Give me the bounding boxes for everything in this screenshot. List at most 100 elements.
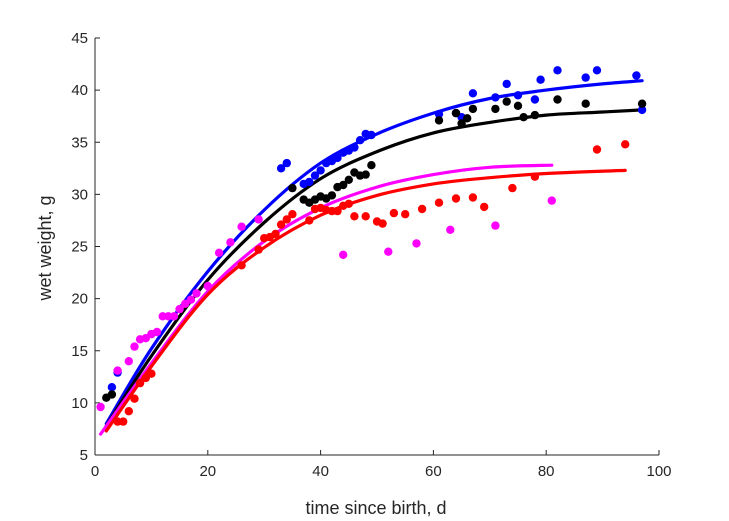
y-tick-label: 45 [71, 30, 88, 47]
series-blue-point [310, 171, 320, 180]
y-tick-label: 20 [71, 291, 88, 308]
series-red-point [271, 229, 280, 239]
series-blue-point [513, 91, 523, 100]
y-tick-label: 5 [80, 447, 88, 464]
series-blue-point [107, 383, 117, 392]
x-tick-label: 0 [91, 463, 99, 480]
y-tick-label: 30 [71, 186, 88, 203]
series-magenta-point [254, 215, 263, 224]
series-magenta-point [192, 289, 201, 298]
series-magenta-point [124, 357, 133, 366]
series-blue-point [581, 73, 590, 82]
series-red-point [350, 212, 359, 221]
series-red-point [124, 407, 133, 416]
series-magenta-point [214, 248, 224, 257]
series-red-point [389, 208, 399, 218]
series-magenta-point [339, 250, 348, 259]
series-red-point [592, 145, 602, 154]
series-red-point [480, 202, 489, 212]
series-red-point [288, 210, 297, 219]
series-black-point [637, 99, 647, 108]
y-tick-label: 40 [71, 82, 88, 99]
series-blue-point [333, 153, 342, 163]
series-magenta-point [169, 312, 179, 321]
series-black-point [463, 114, 472, 123]
series-blue-point [468, 89, 478, 98]
series-blue-point [350, 143, 359, 152]
series-magenta-point [384, 247, 393, 256]
y-tick-label: 35 [71, 134, 88, 151]
y-axis-label: wet weight, g [35, 195, 55, 301]
series-black-point [491, 104, 500, 114]
x-tick-label: 100 [646, 463, 671, 480]
series-red-point [305, 216, 314, 225]
axes [94, 37, 660, 456]
series-blue-point [305, 177, 314, 187]
series-magenta-point [152, 327, 162, 337]
x-tick-label: 40 [312, 463, 329, 480]
series-blue-point [502, 79, 511, 89]
series-black-point [530, 110, 540, 120]
series-black-point [344, 175, 353, 184]
series-blue-point [367, 130, 376, 140]
series-red-point [621, 140, 630, 149]
series-blue-point [637, 105, 647, 115]
series-black-point [327, 191, 337, 200]
series-red-point [119, 417, 128, 426]
series-red-point [468, 193, 478, 202]
series-black-point [581, 99, 590, 108]
series-magenta-point [175, 304, 184, 314]
series-magenta-point [237, 222, 246, 231]
series-black-point [451, 108, 461, 118]
series-red-point [147, 369, 156, 378]
series-magenta-point [113, 366, 122, 375]
series-magenta-point [96, 402, 105, 412]
series-magenta-point [130, 342, 139, 351]
series-red-point [135, 378, 145, 388]
series-blue-point [316, 166, 325, 175]
series-black-point [457, 119, 466, 128]
x-axis-label: time since birth, d [305, 498, 446, 518]
series-magenta-point [491, 221, 500, 230]
series-magenta-point [226, 238, 235, 247]
series-red-point [130, 394, 139, 403]
series-red-point [508, 183, 517, 193]
series-red-point [417, 204, 427, 214]
series-blue-point [530, 95, 540, 104]
series-magenta-point [547, 196, 556, 205]
series-red-point [361, 212, 370, 221]
series-black-point [434, 116, 444, 125]
series-red-point [344, 199, 353, 208]
series-magenta-point [186, 295, 196, 304]
series-blue-point [434, 109, 444, 119]
series-black-fit-line [104, 108, 644, 428]
series-blue-point [632, 71, 641, 80]
series-black-point [367, 161, 376, 170]
series-black-point [361, 170, 370, 179]
series-black-point [513, 101, 523, 111]
x-tick-label: 20 [199, 463, 216, 480]
series-red-point [333, 206, 342, 216]
series-black-point [553, 95, 562, 104]
y-tick-label: 25 [71, 239, 88, 256]
series-black-point [288, 183, 297, 193]
series-blue-point [282, 158, 291, 168]
x-tick-label: 80 [538, 463, 555, 480]
series-black-point [107, 390, 117, 399]
series-magenta-point [446, 225, 455, 234]
y-tick-label: 10 [71, 395, 88, 412]
series-blue-point [553, 66, 562, 75]
y-tick-label: 15 [71, 343, 88, 360]
series-magenta-fit-line [99, 163, 554, 436]
series-red-point [434, 198, 444, 207]
series-black-point [502, 97, 511, 106]
series-red-point [401, 210, 410, 219]
series-blue-point [491, 93, 500, 102]
series-blue-point [536, 75, 545, 84]
data-points [96, 66, 647, 426]
tick-labels: 0 20 40 60 80 100 5 10 15 20 25 30 35 40 45 [71, 30, 671, 480]
series-red-point [237, 261, 246, 270]
x-tick-label: 60 [425, 463, 442, 480]
series-red-point [530, 172, 540, 181]
